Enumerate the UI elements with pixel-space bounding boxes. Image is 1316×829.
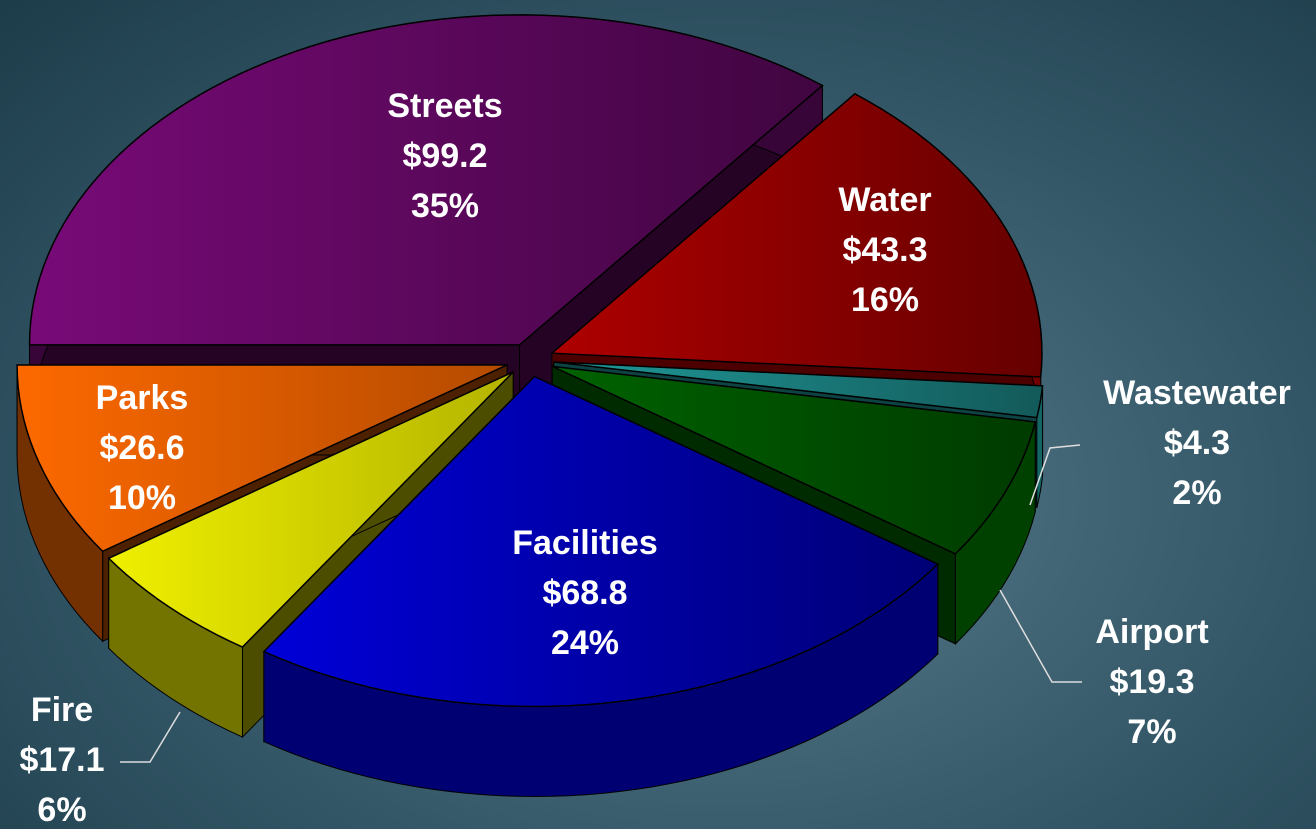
slice-label: Airport — [1095, 613, 1208, 651]
slice-label: Fire — [31, 691, 93, 729]
pie — [16, 14, 1044, 797]
value-label: $19.3 — [1109, 663, 1194, 701]
labels: Streets $99.2 35% Water $43.3 16% Wastewater $4… — [19, 87, 1290, 829]
slice-top — [553, 361, 1044, 419]
percent-label: 2% — [1172, 474, 1221, 512]
slice-label: Streets — [387, 87, 502, 125]
slice — [262, 375, 940, 797]
slice-label: Parks — [96, 379, 189, 417]
percent-label: 10% — [108, 479, 176, 517]
value-label: $68.8 — [542, 574, 627, 612]
slice-label: Facilities — [512, 524, 658, 562]
slice-top — [107, 371, 514, 648]
slice-top — [16, 364, 508, 553]
slice-top — [550, 92, 1043, 378]
slice-label: Wastewater — [1103, 374, 1291, 412]
percent-label: 6% — [37, 791, 86, 829]
slice-top — [262, 375, 940, 708]
slice-top — [551, 365, 1037, 555]
value-label: $26.6 — [99, 429, 184, 467]
leader-line — [999, 589, 1082, 683]
slice-label: Water — [838, 181, 931, 219]
percent-label: 24% — [551, 624, 619, 662]
percent-label: 35% — [411, 187, 479, 225]
value-label: $17.1 — [19, 741, 104, 779]
value-label: $43.3 — [842, 231, 927, 269]
slice-top — [28, 14, 824, 346]
percent-label: 16% — [851, 281, 919, 319]
leader-line — [1029, 444, 1081, 506]
leader-line — [120, 711, 181, 763]
percent-label: 7% — [1127, 713, 1176, 751]
value-label: $99.2 — [402, 137, 487, 175]
value-label: $4.3 — [1164, 424, 1230, 462]
